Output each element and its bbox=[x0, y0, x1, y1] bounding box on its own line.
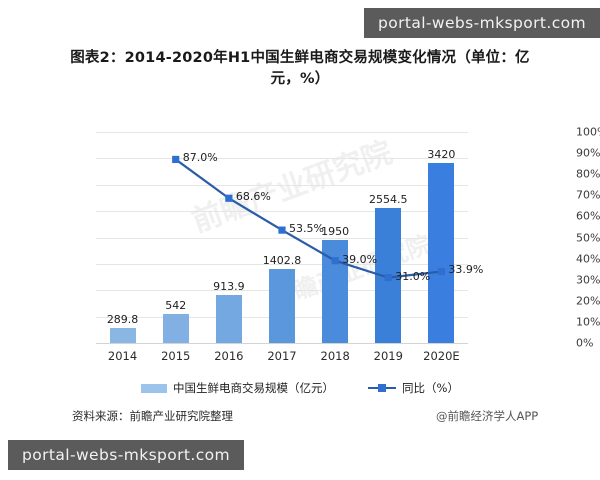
bar-value-label: 289.8 bbox=[106, 312, 139, 326]
line-marker bbox=[172, 155, 180, 164]
bar bbox=[428, 162, 455, 343]
watermark-url-top: portal-webs-mksport.com bbox=[363, 8, 600, 38]
watermark-url-bottom: portal-webs-mksport.com bbox=[8, 440, 245, 470]
x-tick-label: 2018 bbox=[320, 349, 350, 363]
line-value-label: 53.5% bbox=[289, 222, 324, 236]
bar bbox=[162, 314, 189, 343]
bar-value-label: 542 bbox=[165, 299, 187, 313]
gridline bbox=[96, 158, 468, 160]
legend-item-line: 同比（%） bbox=[368, 380, 459, 396]
y-tick-label-right: 0% bbox=[576, 336, 594, 350]
app-credit: @前瞻经济学人APP bbox=[436, 409, 539, 423]
bar bbox=[269, 269, 295, 343]
gridline bbox=[96, 184, 468, 186]
line-marker bbox=[278, 226, 286, 234]
line-value-label: 87.0% bbox=[182, 151, 218, 165]
gridline bbox=[96, 132, 468, 133]
legend-swatch-icon bbox=[141, 383, 168, 393]
chart-legend: 中国生鲜电商交易规模（亿元） 同比（%） bbox=[0, 380, 600, 396]
line-value-label: 39.0% bbox=[342, 252, 378, 266]
legend-line-icon bbox=[368, 383, 397, 393]
x-tick-label: 2017 bbox=[267, 349, 297, 363]
y-tick-label-right: 10% bbox=[576, 315, 600, 329]
y-tick-label-right: 40% bbox=[576, 252, 600, 266]
y-tick-label-right: 70% bbox=[576, 188, 600, 202]
y-tick-label-right: 50% bbox=[576, 231, 600, 244]
line-value-label: 31.0% bbox=[395, 269, 431, 283]
line-value-label: 33.9% bbox=[448, 263, 484, 277]
x-tick-label: 2020E bbox=[423, 349, 460, 363]
y-tick-label-right: 20% bbox=[576, 294, 600, 308]
legend-item-bar: 中国生鲜电商交易规模（亿元） bbox=[141, 380, 334, 396]
bar-value-label: 3420 bbox=[427, 147, 456, 161]
x-tick-label: 2019 bbox=[373, 349, 403, 363]
chart-area: 前瞻产业研究院 前瞻产业研究院 050010001500200025003000… bbox=[0, 118, 600, 368]
y-tick-label-right: 60% bbox=[576, 209, 600, 223]
y-tick-label-right: 80% bbox=[576, 167, 600, 181]
line-value-label: 68.6% bbox=[235, 190, 271, 204]
source-note: 资料来源：前瞻产业研究院整理 bbox=[72, 409, 233, 423]
gridline bbox=[96, 237, 468, 239]
trend-line bbox=[175, 158, 442, 279]
y-tick-label-right: 30% bbox=[576, 273, 600, 287]
y-tick-label-right: 90% bbox=[576, 146, 600, 160]
bar-value-label: 1402.8 bbox=[262, 254, 302, 267]
gridline bbox=[96, 343, 468, 344]
legend-label-line: 同比（%） bbox=[402, 381, 459, 395]
bar-value-label: 2554.5 bbox=[369, 193, 408, 207]
bar-value-label: 1950 bbox=[321, 225, 350, 239]
bar bbox=[215, 294, 242, 343]
bar bbox=[109, 327, 136, 343]
x-tick-label: 2015 bbox=[161, 349, 191, 363]
plot-region: 前瞻产业研究院 前瞻产业研究院 050010001500200025003000… bbox=[96, 126, 600, 363]
chart-title: 图表2：2014-2020年H1中国生鲜电商交易规模变化情况（单位：亿元，%） bbox=[70, 50, 530, 88]
bar-value-label: 913.9 bbox=[213, 279, 245, 293]
x-tick-label: 2014 bbox=[107, 349, 138, 363]
legend-label-bar: 中国生鲜电商交易规模（亿元） bbox=[173, 381, 335, 395]
gridline bbox=[96, 211, 468, 213]
line-marker bbox=[225, 194, 233, 202]
x-tick-label: 2016 bbox=[214, 349, 244, 363]
y-tick-label-right: 100% bbox=[576, 125, 600, 139]
